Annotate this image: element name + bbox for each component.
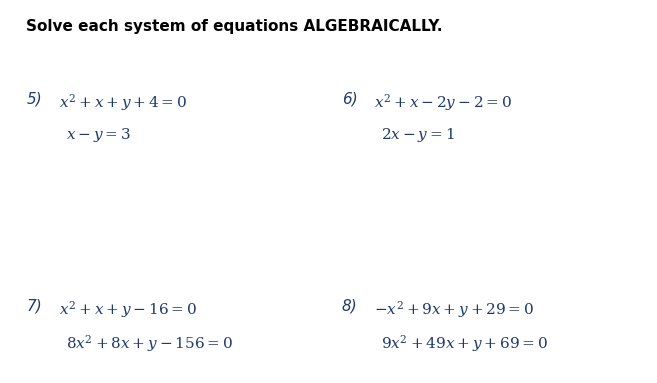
Text: $2x - y = 1$: $2x - y = 1$ xyxy=(381,126,455,144)
Text: 7): 7) xyxy=(26,299,42,314)
Text: $x^2 + x + y - 16 = 0$: $x^2 + x + y - 16 = 0$ xyxy=(59,299,197,320)
Text: 5): 5) xyxy=(26,92,42,107)
Text: $9x^2 + 49x + y + 69 = 0$: $9x^2 + 49x + y + 69 = 0$ xyxy=(381,333,548,354)
Text: $-x^2 + 9x + y + 29 = 0$: $-x^2 + 9x + y + 29 = 0$ xyxy=(374,299,535,320)
Text: 8): 8) xyxy=(342,299,357,314)
Text: $8x^2 + 8x + y - 156 = 0$: $8x^2 + 8x + y - 156 = 0$ xyxy=(66,333,233,354)
Text: $x^2 + x + y + 4 = 0$: $x^2 + x + y + 4 = 0$ xyxy=(59,92,187,113)
Text: 6): 6) xyxy=(342,92,357,107)
Text: $x^2 + x - 2y - 2 = 0$: $x^2 + x - 2y - 2 = 0$ xyxy=(374,92,512,113)
Text: $x - y = 3$: $x - y = 3$ xyxy=(66,126,131,144)
Text: Solve each system of equations ALGEBRAICALLY.: Solve each system of equations ALGEBRAIC… xyxy=(26,19,443,34)
